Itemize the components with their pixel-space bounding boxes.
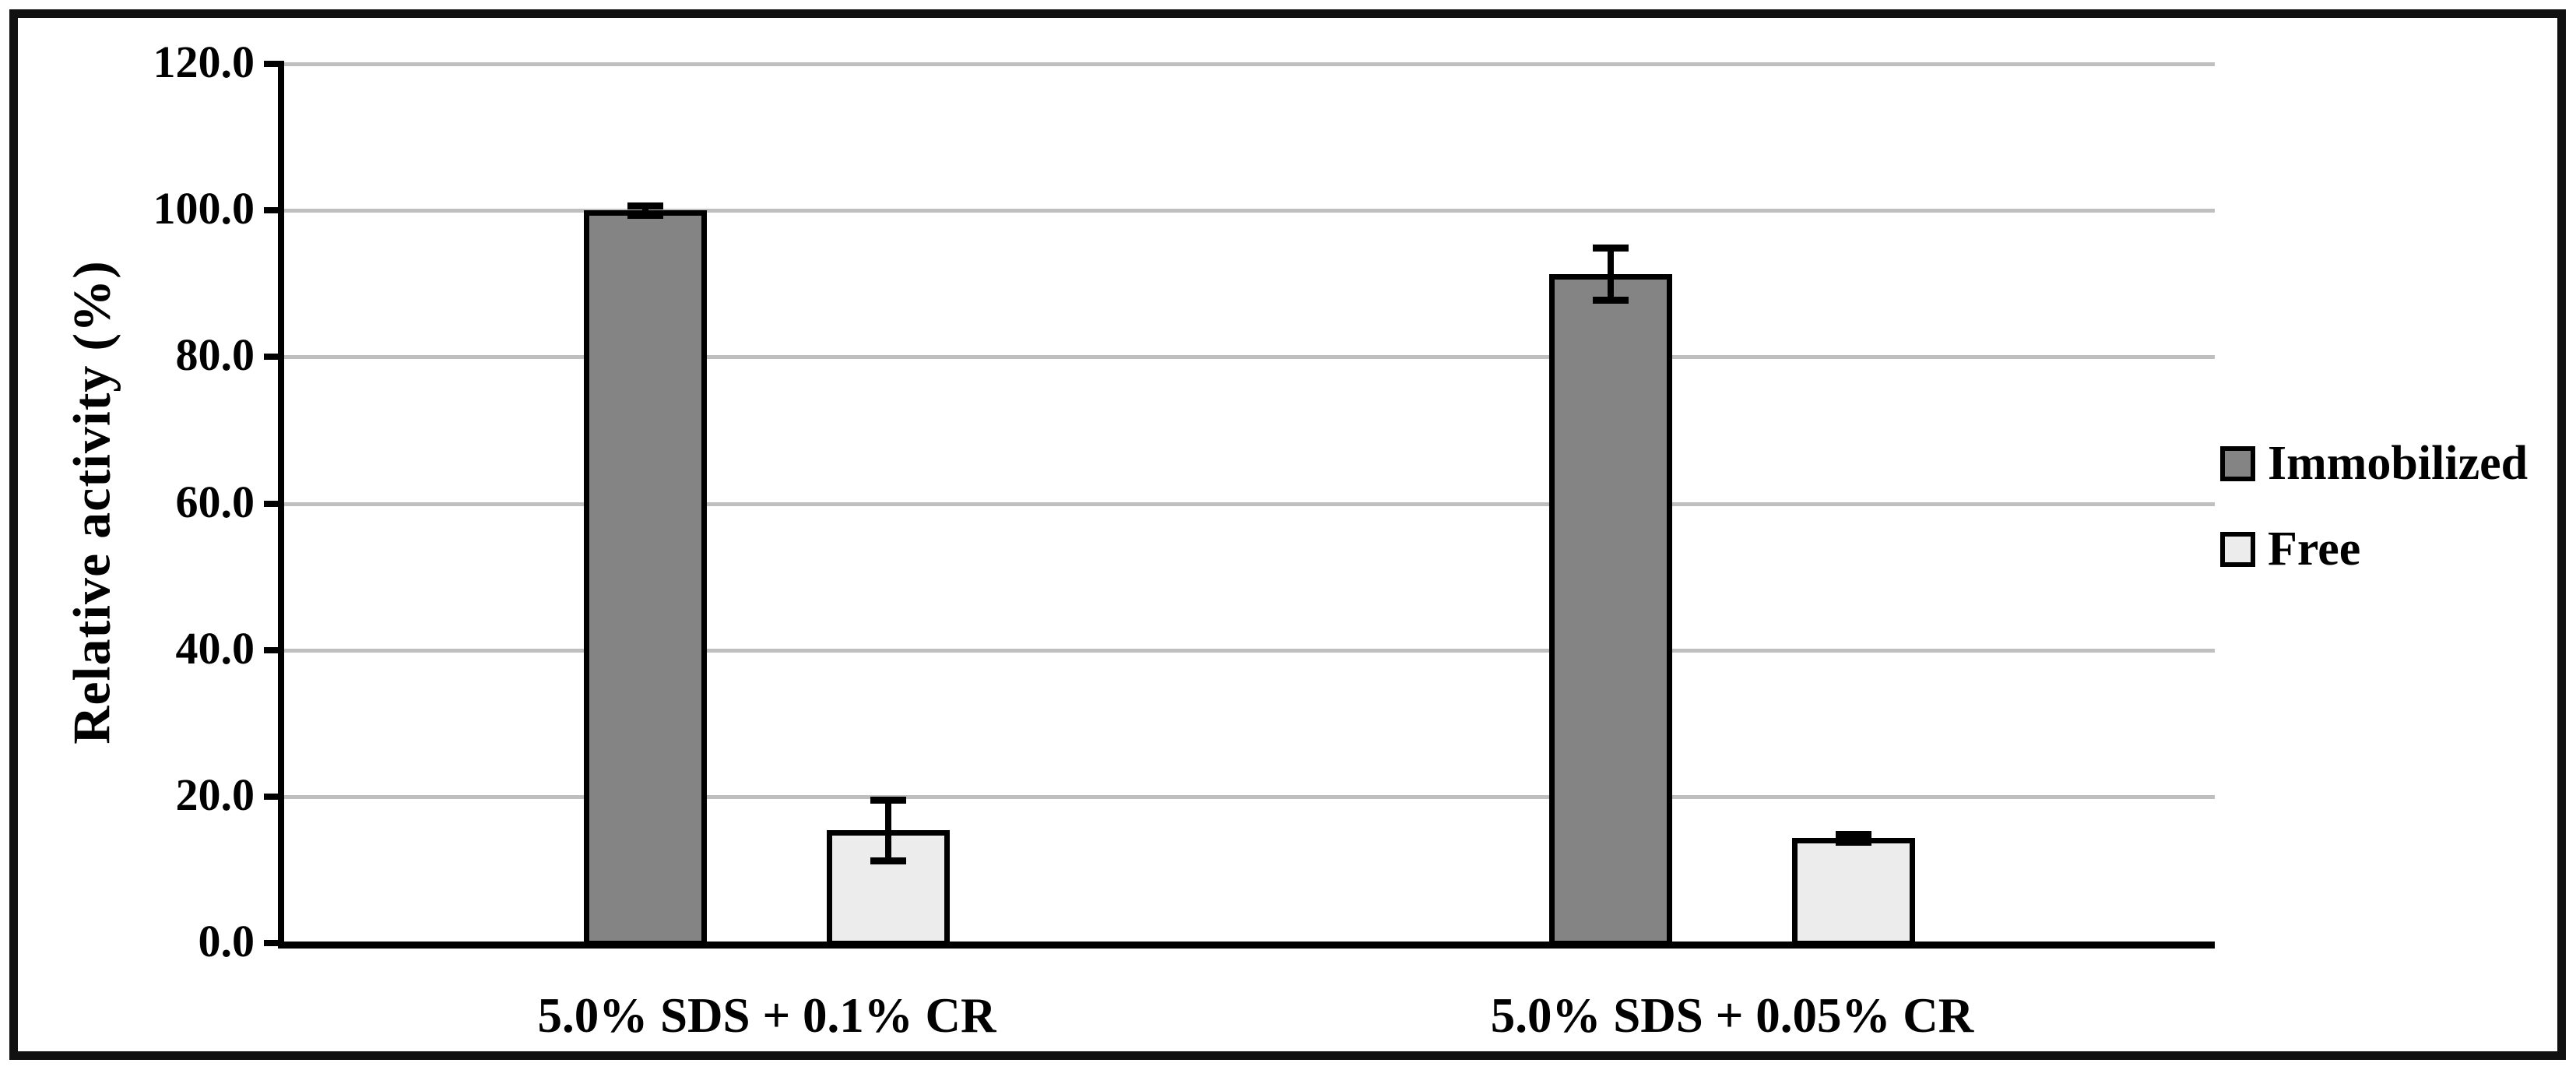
error-bar-cap-top [627, 202, 663, 209]
error-bar [642, 205, 648, 216]
error-bar [1608, 248, 1614, 301]
error-bar [885, 799, 891, 861]
error-bar-cap-bottom [627, 211, 663, 219]
x-axis-line [278, 942, 2215, 949]
y-axis-tick [264, 61, 284, 67]
legend-label-immobilized: Immobilized [2268, 437, 2529, 490]
y-tick-label: 60.0 [175, 476, 255, 527]
gridline [284, 648, 2215, 653]
gridline [284, 794, 2215, 799]
legend-label-free: Free [2268, 523, 2361, 575]
legend-swatch-free [2220, 531, 2255, 567]
legend-entry-immobilized: Immobilized [2220, 439, 2528, 487]
y-tick-label: 120.0 [153, 37, 255, 87]
y-tick-label: 100.0 [153, 183, 255, 234]
y-tick-label: 80.0 [175, 329, 255, 381]
gridline [284, 355, 2215, 360]
y-axis-tick [264, 646, 284, 653]
gridline [284, 62, 2215, 66]
y-axis-tick [264, 354, 284, 361]
error-bar-cap-bottom [870, 857, 906, 864]
y-tick-label: 40.0 [175, 622, 255, 674]
error-bar [1850, 833, 1857, 843]
y-axis-tick [264, 500, 284, 507]
error-bar-cap-bottom [1593, 296, 1629, 304]
y-axis-tick [264, 793, 284, 800]
y-tick-label: 0.0 [198, 916, 255, 966]
y-tick-label: 20.0 [175, 769, 255, 820]
gridline [284, 209, 2215, 213]
x-category-label: 5.0% SDS + 0.05% CR [1490, 988, 1974, 1043]
error-bar-cap-top [1836, 830, 1871, 838]
gridline [284, 502, 2215, 506]
y-axis-tick [264, 207, 284, 214]
figure-border [9, 9, 2566, 1060]
x-category-label: 5.0% SDS + 0.1% CR [537, 988, 996, 1043]
error-bar-cap-bottom [1836, 839, 1871, 846]
error-bar-cap-top [870, 796, 906, 804]
bar-immobilized-2 [1549, 274, 1672, 946]
error-bar-cap-top [1593, 245, 1629, 252]
legend-entry-free: Free [2220, 525, 2360, 573]
bar-immobilized-1 [584, 210, 707, 946]
bar-free-2 [1792, 838, 1915, 946]
y-axis-line [278, 64, 284, 946]
y-axis-tick [264, 940, 284, 946]
legend-swatch-immobilized [2220, 445, 2255, 481]
